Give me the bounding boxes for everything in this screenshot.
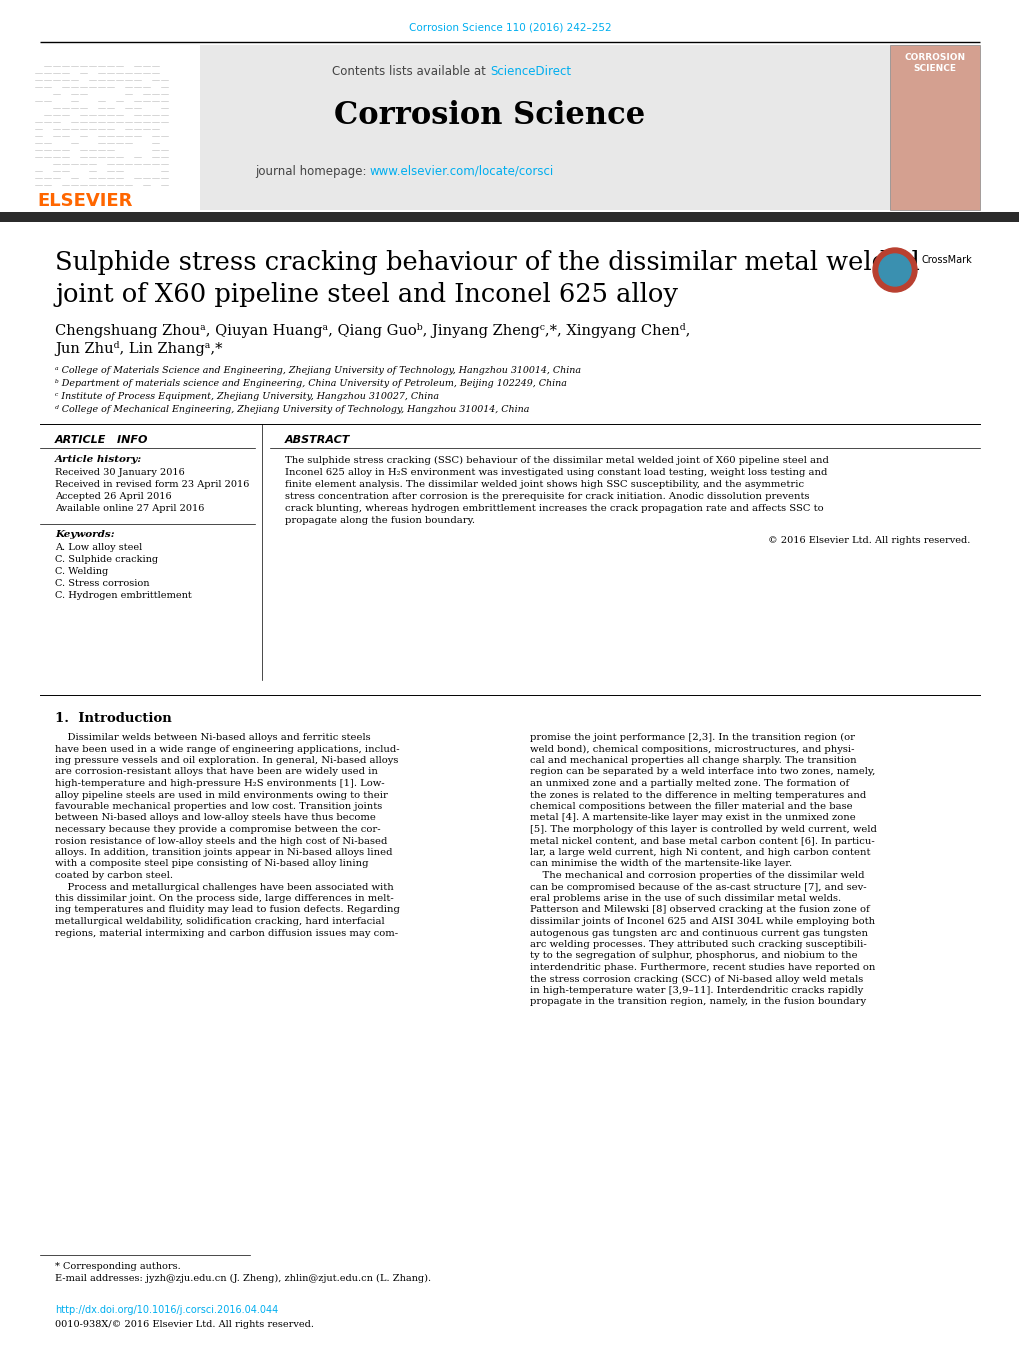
- Text: alloy pipeline steels are used in mild environments owing to their: alloy pipeline steels are used in mild e…: [55, 790, 387, 800]
- Text: ARTICLE   INFO: ARTICLE INFO: [55, 435, 149, 444]
- Text: 1.  Introduction: 1. Introduction: [55, 712, 171, 725]
- Text: dissimilar joints of Inconel 625 and AISI 304L while employing both: dissimilar joints of Inconel 625 and AIS…: [530, 917, 874, 925]
- Text: necessary because they provide a compromise between the cor-: necessary because they provide a comprom…: [55, 825, 380, 834]
- Text: regions, material intermixing and carbon diffusion issues may com-: regions, material intermixing and carbon…: [55, 928, 397, 938]
- Text: this dissimilar joint. On the process side, large differences in melt-: this dissimilar joint. On the process si…: [55, 894, 393, 902]
- Text: C. Sulphide cracking: C. Sulphide cracking: [55, 555, 158, 563]
- Text: stress concentration after corrosion is the prerequisite for crack initiation. A: stress concentration after corrosion is …: [284, 492, 809, 501]
- Text: journal homepage:: journal homepage:: [255, 165, 370, 178]
- Bar: [890, 45, 979, 209]
- Text: Available online 27 April 2016: Available online 27 April 2016: [55, 504, 204, 513]
- Text: ing pressure vessels and oil exploration. In general, Ni-based alloys: ing pressure vessels and oil exploration…: [55, 757, 398, 765]
- Text: eral problems arise in the use of such dissimilar metal welds.: eral problems arise in the use of such d…: [530, 894, 841, 902]
- Text: [5]. The morphology of this layer is controlled by weld current, weld: [5]. The morphology of this layer is con…: [530, 825, 876, 834]
- Text: C. Stress corrosion: C. Stress corrosion: [55, 580, 150, 588]
- Text: Inconel 625 alloy in H₂S environment was investigated using constant load testin: Inconel 625 alloy in H₂S environment was…: [284, 467, 826, 477]
- Text: favourable mechanical properties and low cost. Transition joints: favourable mechanical properties and low…: [55, 802, 382, 811]
- Text: weld bond), chemical compositions, microstructures, and physi-: weld bond), chemical compositions, micro…: [530, 744, 854, 754]
- Text: http://dx.doi.org/10.1016/j.corsci.2016.04.044: http://dx.doi.org/10.1016/j.corsci.2016.…: [55, 1305, 278, 1315]
- Text: Received in revised form 23 April 2016: Received in revised form 23 April 2016: [55, 480, 249, 489]
- Text: Patterson and Milewski [8] observed cracking at the fusion zone of: Patterson and Milewski [8] observed crac…: [530, 905, 869, 915]
- Text: CrossMark: CrossMark: [921, 255, 972, 265]
- Text: ELSEVIER: ELSEVIER: [38, 192, 132, 209]
- Text: finite element analysis. The dissimilar welded joint shows high SSC susceptibili: finite element analysis. The dissimilar …: [284, 480, 803, 489]
- Text: ᶜ Institute of Process Equipment, Zhejiang University, Hangzhou 310027, China: ᶜ Institute of Process Equipment, Zhejia…: [55, 392, 438, 401]
- Text: alloys. In addition, transition joints appear in Ni-based alloys lined: alloys. In addition, transition joints a…: [55, 848, 392, 857]
- Text: ing temperatures and fluidity may lead to fusion defects. Regarding: ing temperatures and fluidity may lead t…: [55, 905, 399, 915]
- Text: arc welding processes. They attributed such cracking susceptibili-: arc welding processes. They attributed s…: [530, 940, 866, 948]
- Text: propagate in the transition region, namely, in the fusion boundary: propagate in the transition region, name…: [530, 997, 865, 1006]
- Text: are corrosion-resistant alloys that have been are widely used in: are corrosion-resistant alloys that have…: [55, 767, 377, 777]
- Text: have been used in a wide range of engineering applications, includ-: have been used in a wide range of engine…: [55, 744, 399, 754]
- Text: C. Hydrogen embrittlement: C. Hydrogen embrittlement: [55, 590, 192, 600]
- Text: ty to the segregation of sulphur, phosphorus, and niobium to the: ty to the segregation of sulphur, phosph…: [530, 951, 857, 961]
- Text: region can be separated by a weld interface into two zones, namely,: region can be separated by a weld interf…: [530, 767, 874, 777]
- Text: lar, a large weld current, high Ni content, and high carbon content: lar, a large weld current, high Ni conte…: [530, 848, 869, 857]
- Bar: [200, 45, 940, 209]
- Text: Accepted 26 April 2016: Accepted 26 April 2016: [55, 492, 171, 501]
- Text: in high-temperature water [3,9–11]. Interdendritic cracks rapidly: in high-temperature water [3,9–11]. Inte…: [530, 986, 862, 994]
- Text: Jun Zhuᵈ, Lin Zhangᵃ,*: Jun Zhuᵈ, Lin Zhangᵃ,*: [55, 340, 222, 357]
- Text: coated by carbon steel.: coated by carbon steel.: [55, 871, 173, 880]
- Text: the zones is related to the difference in melting temperatures and: the zones is related to the difference i…: [530, 790, 865, 800]
- Text: ABSTRACT: ABSTRACT: [284, 435, 351, 444]
- Bar: [0, 212, 1019, 222]
- Text: metal nickel content, and base metal carbon content [6]. In particu-: metal nickel content, and base metal car…: [530, 836, 874, 846]
- Text: propagate along the fusion boundary.: propagate along the fusion boundary.: [284, 516, 475, 526]
- Text: an unmixed zone and a partially melted zone. The formation of: an unmixed zone and a partially melted z…: [530, 780, 849, 788]
- Text: A. Low alloy steel: A. Low alloy steel: [55, 543, 142, 553]
- Text: interdendritic phase. Furthermore, recent studies have reported on: interdendritic phase. Furthermore, recen…: [530, 963, 874, 971]
- Text: high-temperature and high-pressure H₂S environments [1]. Low-: high-temperature and high-pressure H₂S e…: [55, 780, 384, 788]
- Text: rosion resistance of low-alloy steels and the high cost of Ni-based: rosion resistance of low-alloy steels an…: [55, 836, 387, 846]
- Bar: [0, 45, 200, 209]
- Text: www.elsevier.com/locate/corsci: www.elsevier.com/locate/corsci: [370, 165, 553, 178]
- Circle shape: [872, 249, 916, 292]
- Text: * Corresponding authors.: * Corresponding authors.: [55, 1262, 180, 1271]
- Text: C. Welding: C. Welding: [55, 567, 108, 576]
- Text: joint of X60 pipeline steel and Inconel 625 alloy: joint of X60 pipeline steel and Inconel …: [55, 282, 678, 307]
- Text: Corrosion Science: Corrosion Science: [334, 100, 645, 131]
- Text: metallurgical weldability, solidification cracking, hard interfacial: metallurgical weldability, solidificatio…: [55, 917, 384, 925]
- Text: 0010-938X/© 2016 Elsevier Ltd. All rights reserved.: 0010-938X/© 2016 Elsevier Ltd. All right…: [55, 1320, 314, 1329]
- Text: Process and metallurgical challenges have been associated with: Process and metallurgical challenges hav…: [55, 882, 393, 892]
- Text: ᵈ College of Mechanical Engineering, Zhejiang University of Technology, Hangzhou: ᵈ College of Mechanical Engineering, Zhe…: [55, 405, 529, 413]
- Text: can be compromised because of the as-cast structure [7], and sev-: can be compromised because of the as-cas…: [530, 882, 866, 892]
- Text: autogenous gas tungsten arc and continuous current gas tungsten: autogenous gas tungsten arc and continuo…: [530, 928, 867, 938]
- Text: Corrosion Science 110 (2016) 242–252: Corrosion Science 110 (2016) 242–252: [409, 22, 610, 32]
- Text: Sulphide stress cracking behaviour of the dissimilar metal welded: Sulphide stress cracking behaviour of th…: [55, 250, 919, 276]
- Text: Keywords:: Keywords:: [55, 530, 114, 539]
- Text: the stress corrosion cracking (SCC) of Ni-based alloy weld metals: the stress corrosion cracking (SCC) of N…: [530, 974, 862, 984]
- Text: crack blunting, whereas hydrogen embrittlement increases the crack propagation r: crack blunting, whereas hydrogen embritt…: [284, 504, 822, 513]
- Text: The mechanical and corrosion properties of the dissimilar weld: The mechanical and corrosion properties …: [530, 871, 864, 880]
- Text: with a composite steel pipe consisting of Ni-based alloy lining: with a composite steel pipe consisting o…: [55, 859, 368, 869]
- Text: cal and mechanical properties all change sharply. The transition: cal and mechanical properties all change…: [530, 757, 856, 765]
- Text: can minimise the width of the martensite-like layer.: can minimise the width of the martensite…: [530, 859, 792, 869]
- Text: metal [4]. A martensite-like layer may exist in the unmixed zone: metal [4]. A martensite-like layer may e…: [530, 813, 855, 823]
- Text: ᵃ College of Materials Science and Engineering, Zhejiang University of Technolog: ᵃ College of Materials Science and Engin…: [55, 366, 581, 376]
- Bar: [30, 55, 179, 185]
- Text: Dissimilar welds between Ni-based alloys and ferritic steels: Dissimilar welds between Ni-based alloys…: [55, 734, 370, 742]
- Text: promise the joint performance [2,3]. In the transition region (or: promise the joint performance [2,3]. In …: [530, 734, 854, 742]
- Text: Article history:: Article history:: [55, 455, 142, 463]
- Text: Received 30 January 2016: Received 30 January 2016: [55, 467, 184, 477]
- Text: chemical compositions between the filler material and the base: chemical compositions between the filler…: [530, 802, 852, 811]
- Text: ᵇ Department of materials science and Engineering, China University of Petroleum: ᵇ Department of materials science and En…: [55, 380, 567, 388]
- Text: Contents lists available at: Contents lists available at: [332, 65, 489, 78]
- Text: ScienceDirect: ScienceDirect: [489, 65, 571, 78]
- Text: E-mail addresses: jyzh@zju.edu.cn (J. Zheng), zhlin@zjut.edu.cn (L. Zhang).: E-mail addresses: jyzh@zju.edu.cn (J. Zh…: [55, 1274, 431, 1283]
- Text: The sulphide stress cracking (SSC) behaviour of the dissimilar metal welded join: The sulphide stress cracking (SSC) behav…: [284, 457, 828, 465]
- Text: between Ni-based alloys and low-alloy steels have thus become: between Ni-based alloys and low-alloy st…: [55, 813, 376, 823]
- Circle shape: [878, 254, 910, 286]
- Text: Chengshuang Zhouᵃ, Qiuyan Huangᵃ, Qiang Guoᵇ, Jinyang Zhengᶜ,*, Xingyang Chenᵈ,: Chengshuang Zhouᵃ, Qiuyan Huangᵃ, Qiang …: [55, 323, 690, 338]
- Text: © 2016 Elsevier Ltd. All rights reserved.: © 2016 Elsevier Ltd. All rights reserved…: [767, 536, 969, 544]
- Text: CORROSION
SCIENCE: CORROSION SCIENCE: [904, 53, 965, 73]
